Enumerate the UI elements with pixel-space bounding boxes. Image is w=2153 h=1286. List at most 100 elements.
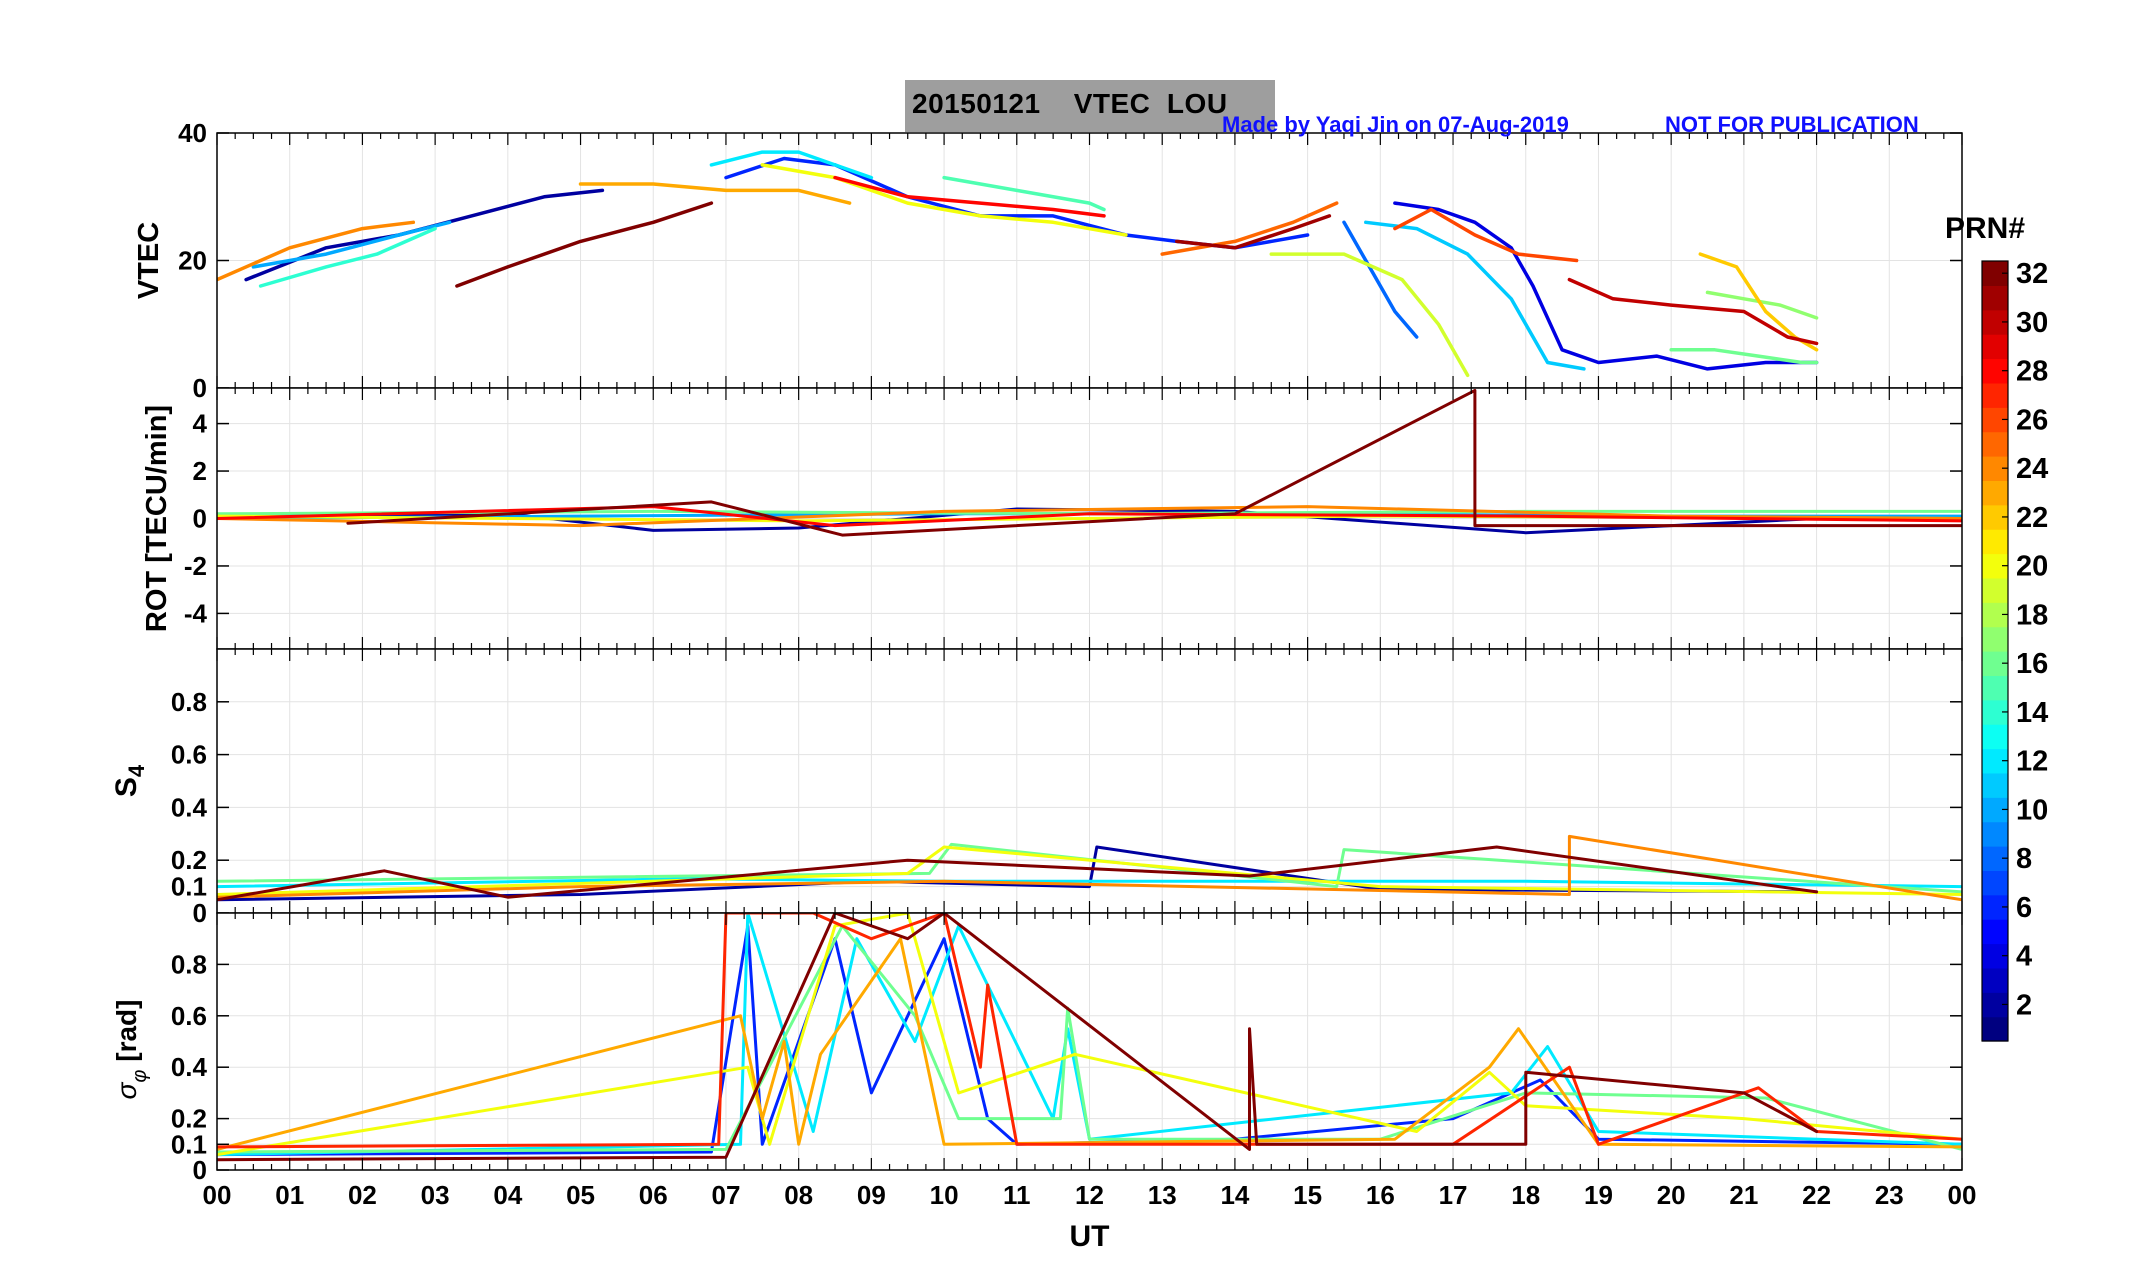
colorbar-segment [1982,821,2008,847]
x-tick-label: 16 [1366,1180,1395,1210]
series-line-prn-26: PRN 26 [1393,207,1579,263]
colorbar-segment [1982,334,2008,360]
y-tick-label: 0 [193,898,207,928]
x-tick-label: 12 [1075,1180,1104,1210]
figure-title: 20150121 VTEC LOU [912,88,1228,119]
colorbar-segment [1982,626,2008,652]
x-tick-label: 10 [930,1180,959,1210]
series-line-prn-31: PRN 31 [1175,214,1332,250]
series-line-prn-15: PRN 15 [942,175,1106,212]
series-line-prn-19: PRN 19 [1269,252,1470,378]
x-tick-label: 21 [1729,1180,1758,1210]
series-line-prn-23: PRN 23 [217,937,1962,1151]
y-tick-label: 2 [193,456,207,486]
series-line-prn-17: PRN 17 [1705,290,1819,320]
y-tick-label: 40 [178,118,207,148]
y-tick-label: 0 [193,504,207,534]
colorbar-tick-label: 30 [2016,307,2048,339]
colorbar-segment [1982,577,2008,603]
colorbar-segment [1982,382,2008,408]
y-axis-label: ROT [TECU/min] [141,405,173,632]
colorbar-tick-label: 16 [2016,648,2048,680]
y-tick-label: 0 [193,373,207,403]
y-axis-label: S4 [110,764,149,797]
panel-2: -4 -2 0 2 4 PRN 2PRN 10PRN 16PRN 20PRN 24PRN … [141,387,1963,650]
series-group: PRN 2PRN 12PRN 16PRN 20PRN 24PRN 32 [217,834,1962,902]
y-tick-label: -2 [184,551,207,581]
series-line-prn-4: PRN 4 [1393,201,1819,371]
series-line-prn-24: PRN 24 [217,220,416,282]
y-tick-label: 0.8 [171,687,207,717]
y-tick-label: 0.2 [171,1104,207,1134]
colorbar-tick-label: 4 [2016,941,2032,973]
colorbar-frame [1981,260,2009,1042]
x-tick-label: 08 [784,1180,813,1210]
x-tick-label: 14 [1220,1180,1249,1210]
colorbar-tick-label: 24 [2016,453,2048,485]
colorbar-tick-label: 6 [2016,892,2032,924]
series-line-prn-32: PRN 32 [346,388,1962,537]
colorbar-tick-label: 10 [2016,794,2048,826]
panel-4: 00.10.2 0.4 0.6 0.8 PRN 6PRN 12PRN 16PRN 20P… [111,912,1963,1185]
series-group: PRN 2PRN 10PRN 16PRN 20PRN 24PRN 28PRN 3… [217,388,1962,537]
y-tick-label: 0.8 [171,949,207,979]
y-tick-label: 0 [193,1155,207,1185]
y-tick-label: 0.4 [171,792,208,822]
y-tick-label: 0.2 [171,845,207,875]
x-tick-label: 22 [1802,1180,1831,1210]
colorbar-segment [1982,870,2008,896]
colorbar-segment [1982,675,2008,701]
credit-text: Made by Yaqi Jin on 07-Aug-2019 [1222,112,1569,137]
x-tick-label: 03 [421,1180,450,1210]
y-tick-label: 0.6 [171,1001,207,1031]
series-line-prn-20: PRN 20 [760,163,1128,237]
colorbar-label: PRN# [1945,212,2026,245]
colorbar-segment [1982,285,2008,311]
x-tick-label: 01 [275,1180,304,1210]
colorbar-segment [1982,480,2008,506]
x-tick-label: 00 [203,1180,232,1210]
series-line-prn-24: PRN 24 [217,505,1962,528]
series-line-prn-20: PRN 20 [217,913,1962,1157]
colorbar-tick-label: 32 [2016,258,2048,290]
series-line-prn-27: PRN 27 [217,913,1962,1149]
panel-frame [216,912,1963,1171]
series-line-prn-14: PRN 14 [258,226,437,288]
x-axis-label: UT [1070,1220,1110,1253]
colorbar-tick-label: 20 [2016,551,2048,583]
y-tick-label: 4 [193,409,208,439]
x-tick-label: 05 [566,1180,595,1210]
x-tick-label: 19 [1584,1180,1613,1210]
series-line-prn-30: PRN 30 [1567,277,1819,346]
series-line-prn-23: PRN 23 [578,182,852,205]
colorbar-segment [1982,431,2008,457]
series-line-prn-25: PRN 25 [1160,201,1339,256]
colorbar-tick-label: 28 [2016,356,2048,388]
x-tick-label: 15 [1293,1180,1322,1210]
x-tick-label: 04 [493,1180,522,1210]
series-line-prn-12: PRN 12 [709,150,874,180]
colorbar-tick-label: 14 [2016,697,2048,729]
series-line-prn-16: PRN 16 [1669,348,1819,365]
x-tick-label: 20 [1657,1180,1686,1210]
series-line-prn-11: PRN 11 [1364,220,1586,371]
x-tick-label: 13 [1148,1180,1177,1210]
y-tick-label: 0.4 [171,1052,208,1082]
colorbar-segment [1982,919,2008,945]
x-tick-label: 02 [348,1180,377,1210]
colorbar-segment [1982,529,2008,555]
publication-notice: NOT FOR PUBLICATION [1665,112,1919,137]
colorbar-tick-label: 18 [2016,599,2048,631]
series-line-prn-8: PRN 8 [1342,220,1419,339]
series-line-prn-32: PRN 32 [217,913,1819,1162]
title-box [905,80,1275,132]
series-group: PRN 2PRN 4PRN 6PRN 8PRN 10PRN 11PRN 12PR… [217,150,1819,378]
series-line-prn-32: PRN 32 [455,201,714,288]
series-line-prn-10: PRN 10 [251,220,452,269]
colorbar-tick-label: 22 [2016,502,2048,534]
panel-1: 02040PRN 2PRN 4PRN 6PRN 8PRN 10PRN 11PRN… [133,118,1963,403]
x-tick-label: 00 [1948,1180,1977,1210]
colorbar-tick-label: 8 [2016,843,2032,875]
